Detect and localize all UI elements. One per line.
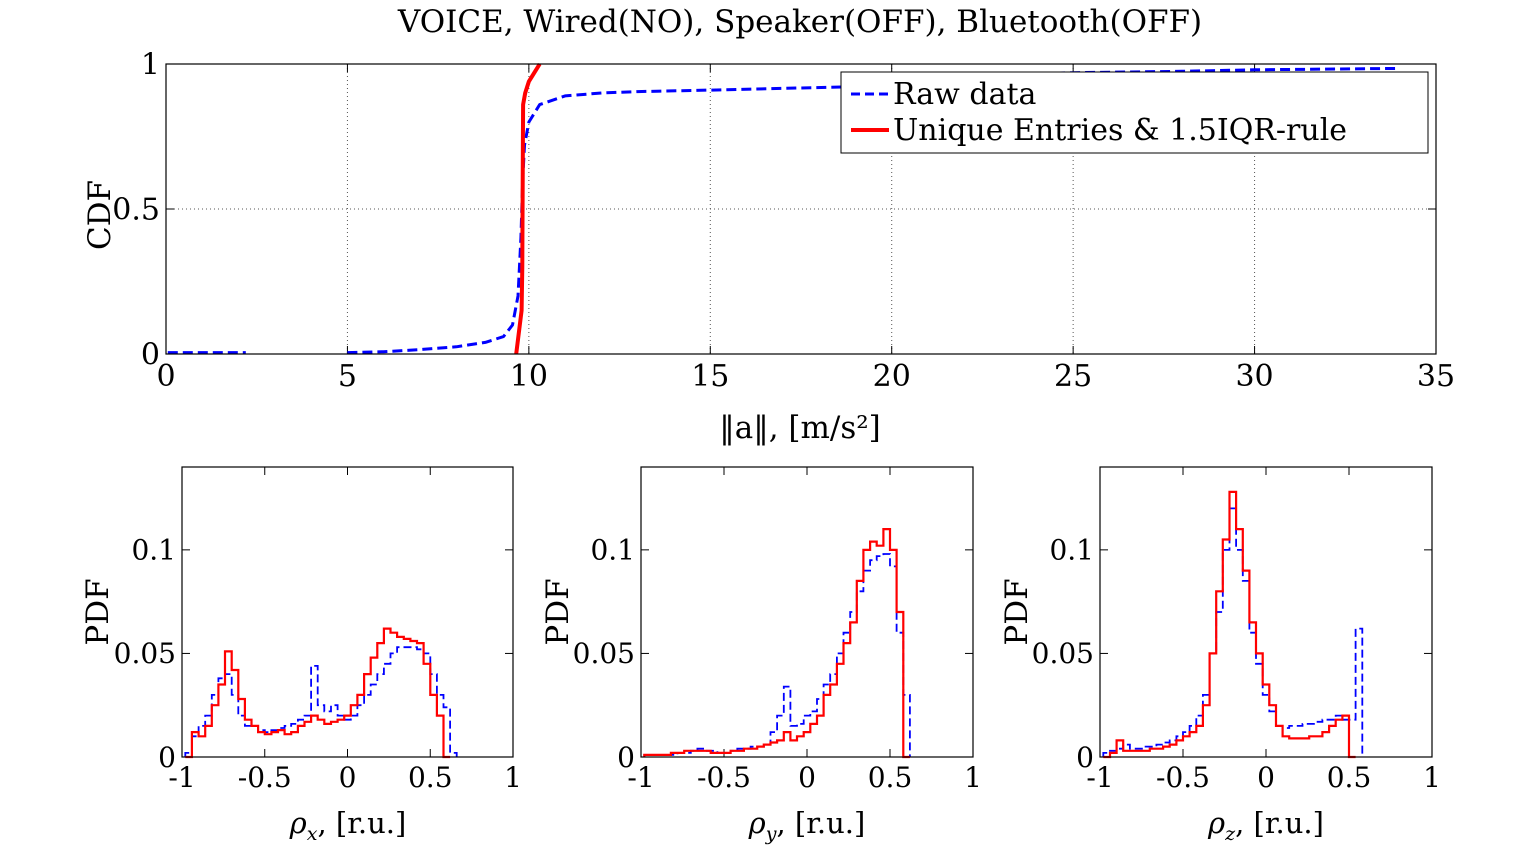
pdfy-ytick-label: 0 [617, 741, 635, 774]
cdf-xtick-label: 0 [156, 359, 175, 394]
pdfx-series-raw-data [184, 646, 458, 757]
pdfz-xtick-label: 0.5 [1327, 761, 1372, 794]
pdfz-plot-area [1100, 467, 1432, 757]
cdf-legend-label: Raw data [893, 77, 1037, 112]
pdfy-xtick-label: -1 [627, 761, 654, 794]
pdfx-ytick-label: 0 [158, 741, 176, 774]
cdf-ytick-label: 1 [141, 48, 160, 83]
pdfx-series-unique-entries [185, 627, 451, 759]
pdfz-xtick-label: -0.5 [1156, 761, 1210, 794]
pdfx-axes-box [181, 466, 514, 758]
cdf-xtick-label: 15 [691, 359, 729, 394]
pdfz-ytick-label: 0 [1076, 741, 1094, 774]
pdfy-series-unique-entries [643, 528, 910, 759]
cdf-series-unique-entries [514, 62, 542, 355]
pdfx-x-axis-label: ρx, [r.u.] [289, 806, 407, 845]
pdfx-x-axis-label-unit: , [r.u.] [317, 806, 406, 840]
cdf-series-raw-data [347, 66, 1400, 355]
pdfy-xtick-label: 0.5 [868, 761, 913, 794]
cdf-xtick-label: 5 [338, 359, 357, 394]
pdfx-y-axis-label: PDF [80, 578, 116, 645]
pdf-plot-rho-x: -1 -0.5 0 0.5 1 0 0.05 0.1 PDF ρx, [r.u.] [80, 466, 522, 845]
pdfx-plot-area [182, 467, 513, 757]
cdf-xtick-label: 20 [873, 359, 911, 394]
pdfx-xtick-label: -0.5 [238, 761, 292, 794]
pdfy-x-axis-label-subscript: y [765, 823, 777, 845]
pdfz-x-axis-label-symbol: ρ [1207, 806, 1225, 840]
cdf-xtick-label: 25 [1054, 359, 1092, 394]
pdfz-y-axis-label: PDF [999, 578, 1035, 645]
pdfy-xtick-label: 0 [798, 761, 816, 794]
cdf-axes-box [165, 63, 1437, 355]
pdfx-ytick-label: 0.1 [131, 534, 176, 567]
pdfx-xtick-label: 0 [339, 761, 357, 794]
pdfz-ytick-label: 0.1 [1049, 534, 1094, 567]
pdfz-x-axis-label: ρz, [r.u.] [1207, 806, 1324, 845]
pdfz-xtick-label: 0 [1257, 761, 1275, 794]
cdf-legend-box [840, 71, 1429, 154]
pdfy-ytick-label: 0.05 [573, 637, 635, 670]
pdfy-x-axis-label: ρy, [r.u.] [748, 806, 866, 845]
pdfz-axes-box [1099, 466, 1433, 758]
pdfz-x-axis-label-unit: , [r.u.] [1235, 806, 1324, 840]
pdfx-x-axis-label-subscript: x [307, 823, 318, 845]
pdfx-x-axis-label-symbol: ρ [289, 806, 307, 840]
pdfy-axes-box [640, 466, 974, 758]
cdf-y-axis-label: CDF [82, 180, 118, 250]
pdfx-xtick-label: -1 [168, 761, 195, 794]
cdf-ytick-label: 0.5 [112, 193, 160, 228]
pdfz-ytick-label: 0.05 [1032, 637, 1094, 670]
figure-title: VOICE, Wired(NO), Speaker(OFF), Bluetoot… [397, 4, 1202, 40]
pdfz-series-unique-entries [1103, 490, 1356, 759]
pdfz-xtick-label: 1 [1423, 761, 1441, 794]
cdf-legend-label: Unique Entries & 1.5IQR-rule [893, 113, 1347, 148]
pdfy-ytick-label: 0.1 [590, 534, 635, 567]
pdfy-x-axis-label-unit: , [r.u.] [776, 806, 865, 840]
cdf-ytick-label: 0 [141, 338, 160, 373]
pdfy-y-axis-label: PDF [540, 578, 576, 645]
cdf-xtick-label: 30 [1235, 359, 1273, 394]
cdf-xtick-label: 10 [510, 359, 548, 394]
pdfy-plot-area [641, 467, 973, 757]
pdfy-series-raw-data [643, 553, 911, 757]
pdfz-xtick-label: -1 [1086, 761, 1113, 794]
pdfy-xtick-label: -0.5 [697, 761, 751, 794]
pdf-plot-rho-y: -1 -0.5 0 0.5 1 0 0.05 0.1 PDF ρy, [r.u.] [540, 466, 982, 845]
pdfx-xtick-label: 1 [504, 761, 522, 794]
pdfz-x-axis-label-subscript: z [1224, 823, 1236, 845]
pdfx-xtick-label: 0.5 [408, 761, 453, 794]
cdf-x-axis-label: ‖a‖, [m/s²] [719, 410, 881, 446]
cdf-xtick-label: 35 [1417, 359, 1455, 394]
pdfy-x-axis-label-symbol: ρ [748, 806, 766, 840]
pdfx-ytick-label: 0.05 [114, 637, 176, 670]
pdfy-xtick-label: 1 [964, 761, 982, 794]
pdf-plot-rho-z: -1 -0.5 0 0.5 1 0 0.05 0.1 PDF ρz, [r.u.] [999, 466, 1441, 845]
